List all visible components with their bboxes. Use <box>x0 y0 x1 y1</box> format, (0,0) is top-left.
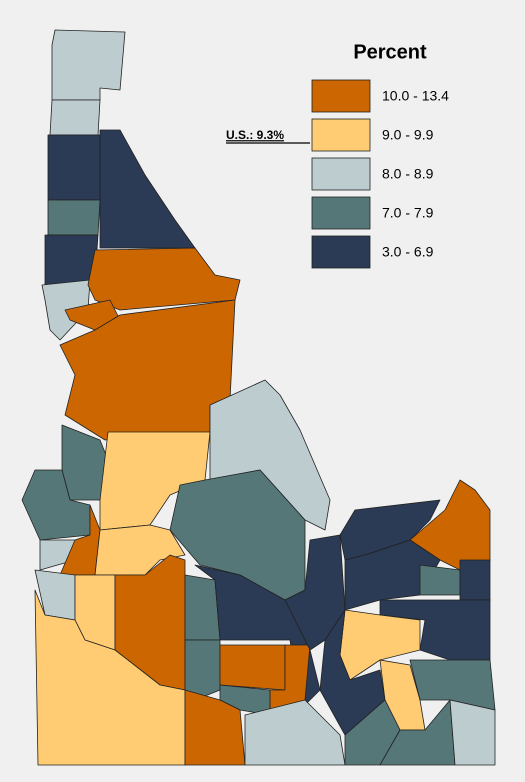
legend-swatch <box>311 118 371 152</box>
county <box>99 431 211 531</box>
legend-label: 3.0 - 6.9 <box>382 244 434 260</box>
county <box>219 644 286 691</box>
county <box>47 199 101 236</box>
county <box>34 589 186 766</box>
legend: 10.0 - 13.4 9.0 - 9.9 8.0 - 8.9 7.0 - 7.9 3.… <box>311 79 449 269</box>
county <box>194 564 321 711</box>
legend-swatch <box>311 235 371 269</box>
county <box>184 574 221 641</box>
legend-swatch <box>311 79 371 113</box>
county <box>459 559 491 601</box>
us-annotation: U.S.: 9.3% <box>226 128 284 142</box>
county <box>419 564 461 596</box>
counties <box>21 29 496 766</box>
legend-label: 8.0 - 8.9 <box>382 166 434 182</box>
county <box>184 689 246 766</box>
county <box>449 699 496 766</box>
county <box>284 534 346 651</box>
county <box>409 479 491 571</box>
legend-swatch <box>311 157 371 191</box>
legend-label: 7.0 - 7.9 <box>382 205 434 221</box>
county <box>51 29 126 101</box>
legend-label: 9.0 - 9.9 <box>382 127 434 143</box>
county <box>244 699 346 766</box>
county <box>99 129 196 249</box>
county <box>49 99 101 136</box>
legend-label: 10.0 - 13.4 <box>382 88 449 104</box>
county <box>184 639 221 701</box>
legend-swatch <box>311 196 371 230</box>
county <box>319 609 386 736</box>
legend-title: Percent <box>353 41 427 63</box>
county <box>47 134 101 201</box>
